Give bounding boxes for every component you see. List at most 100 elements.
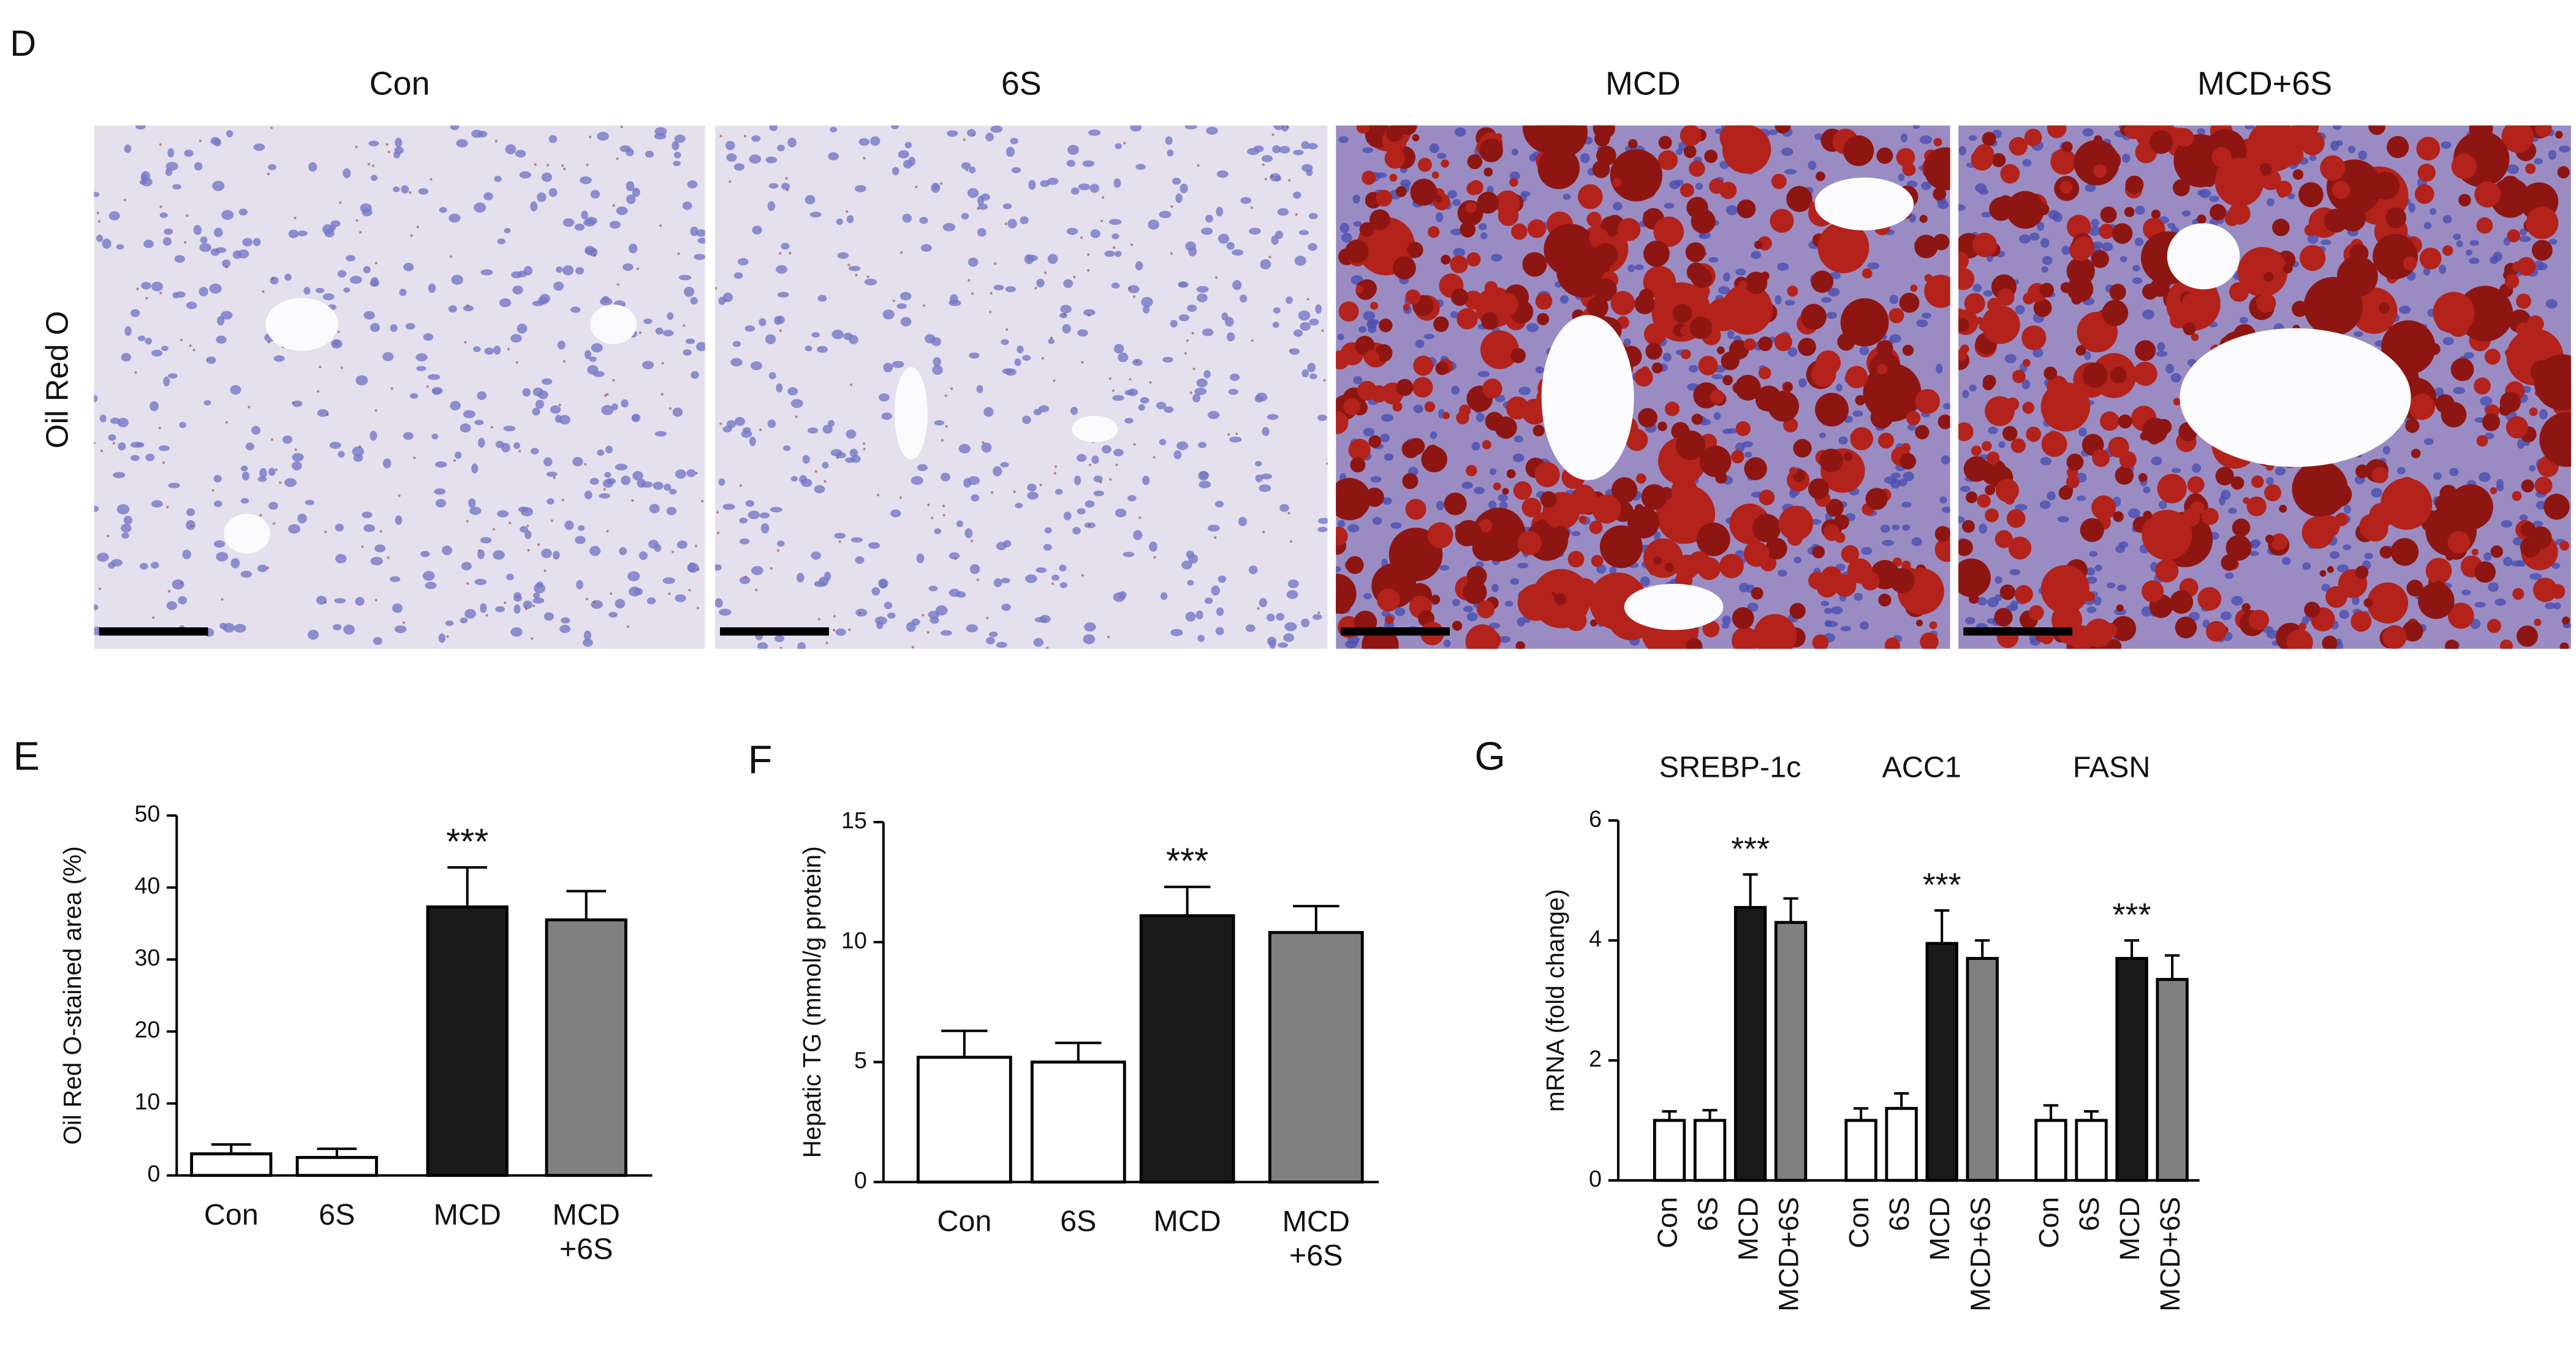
lipid-droplet	[1466, 566, 1487, 587]
nucleus	[1981, 211, 1992, 218]
nucleus	[2245, 125, 2255, 130]
lipid-droplet	[1732, 382, 1744, 394]
nucleus	[431, 387, 443, 395]
lipid-droplet	[2138, 473, 2148, 482]
lipid-droplet	[1808, 478, 1830, 500]
nucleus	[969, 352, 980, 359]
stain-dot	[112, 442, 115, 445]
stain-dot	[324, 601, 327, 604]
lipid-droplet	[1535, 292, 1553, 310]
stain-dot	[694, 545, 698, 548]
nucleus	[1218, 233, 1230, 244]
nucleus	[512, 285, 523, 295]
nucleus	[770, 507, 782, 513]
stain-dot	[976, 578, 980, 581]
lipid-droplet	[1653, 556, 1662, 565]
nucleus	[416, 366, 426, 371]
nucleus	[1197, 293, 1208, 303]
stain-dot	[1081, 574, 1084, 577]
stain-dot	[584, 463, 587, 466]
stain-dot	[848, 628, 851, 631]
lipid-droplet	[1985, 396, 2015, 426]
nucleus	[1162, 357, 1173, 363]
y-tick-label: 20	[134, 1017, 160, 1043]
lipid-droplet	[2303, 277, 2363, 336]
nucleus	[1443, 639, 1451, 648]
nucleus	[1272, 322, 1279, 328]
nucleus	[303, 287, 311, 295]
nucleus	[1571, 531, 1581, 537]
nucleus	[363, 266, 371, 274]
lipid-droplet	[1680, 183, 1694, 198]
nucleus	[1936, 363, 1943, 374]
nucleus	[108, 211, 120, 221]
lipid-droplet	[1348, 439, 1371, 461]
nucleus	[2015, 304, 2025, 315]
lipid-droplet	[1981, 440, 1992, 451]
lipid-droplet	[2157, 474, 2187, 504]
lipid-droplet	[1743, 541, 1770, 567]
nucleus	[1450, 229, 1463, 235]
nucleus	[2042, 255, 2053, 265]
stain-dot	[988, 311, 992, 314]
nucleus	[1994, 594, 2002, 602]
lipid-droplet	[1537, 147, 1580, 189]
nucleus	[233, 624, 246, 633]
lipid-droplet	[2499, 391, 2521, 413]
nucleus	[2094, 564, 2102, 572]
lipid-droplet	[1370, 385, 1388, 403]
lipid-droplet	[2182, 292, 2204, 315]
nucleus	[583, 638, 593, 647]
nucleus	[1512, 453, 1525, 463]
nucleus	[1922, 312, 1931, 319]
nucleus	[1452, 199, 1461, 206]
lipid-droplet	[1816, 171, 1825, 181]
nucleus	[284, 478, 297, 487]
nucleus	[662, 330, 674, 337]
lipid-droplet	[1664, 562, 1674, 572]
stain-dot	[1189, 391, 1192, 395]
nucleus	[714, 564, 722, 571]
nucleus	[988, 631, 998, 638]
nucleus	[2510, 560, 2523, 567]
nucleus	[506, 573, 514, 581]
lipid-droplet	[1427, 522, 1453, 549]
nucleus	[450, 125, 460, 130]
stain-dot	[636, 267, 639, 270]
nucleus	[1044, 527, 1052, 534]
nucleus	[1820, 600, 1830, 606]
lipid-droplet	[1986, 451, 2000, 465]
stain-dot	[504, 601, 507, 605]
nucleus	[461, 562, 472, 571]
lipid-droplet	[1775, 125, 1791, 134]
stain-dot	[1186, 339, 1189, 342]
nucleus	[1066, 227, 1078, 235]
nucleus	[292, 453, 304, 462]
lipid-droplet	[1774, 333, 1792, 352]
nucleus	[141, 171, 151, 181]
nucleus	[1900, 133, 1907, 143]
lipid-droplet	[1896, 148, 1915, 167]
nucleus	[1768, 129, 1778, 135]
lipid-droplet	[2445, 639, 2459, 649]
stain-dot	[518, 450, 521, 453]
nucleus	[352, 446, 365, 457]
nucleus	[442, 545, 452, 556]
lipid-droplet	[2428, 343, 2441, 355]
lipid-droplet	[2526, 315, 2544, 333]
lipid-droplet	[2516, 322, 2531, 337]
nucleus	[1309, 318, 1319, 326]
nucleus	[1794, 556, 1802, 564]
vessel-lumen	[1072, 415, 1118, 442]
nucleus	[757, 642, 768, 649]
lipid-droplet	[2022, 401, 2035, 414]
nucleus	[331, 339, 343, 349]
lipid-droplet	[2112, 223, 2133, 244]
lipid-droplet	[2516, 625, 2538, 647]
lipid-droplet	[1466, 464, 1477, 477]
nucleus	[1176, 441, 1189, 450]
nucleus	[597, 132, 609, 141]
nucleus	[499, 298, 512, 308]
lipid-droplet	[2559, 642, 2569, 649]
nucleus	[966, 624, 979, 633]
